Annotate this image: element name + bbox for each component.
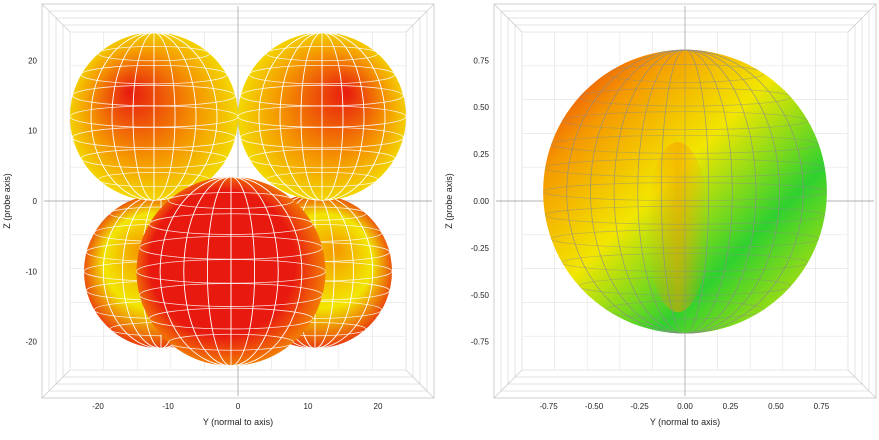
x-tick-label: 20 [374,402,383,411]
y-tick-label: 0.00 [473,197,489,206]
y-tick-label: -0.50 [471,291,490,300]
y-tick-label: 10 [28,127,37,136]
y-tick-label: -0.25 [471,244,490,253]
x-tick-label: 0.25 [723,402,739,411]
surface-mesh [70,32,406,366]
x-tick-label: -0.50 [585,402,604,411]
surface-blob [543,49,827,334]
chart-panel-left: -20 -10 0 10 20 20 10 0 -10 -20 Y (normal to axis)… [0,0,437,440]
tick-labels: -20 -10 0 10 20 20 10 0 -10 -20 [25,56,383,411]
y-tick-label: 20 [28,56,37,65]
y-tick-label: 0 [33,197,38,206]
surface-mesh [543,49,827,334]
lobe-upper-right [238,32,406,201]
x-tick-label: 10 [304,402,313,411]
surface-plot-right: -0.75 -0.50 -0.25 0.00 0.25 0.50 0.75 0.75 0.50 0… [444,3,877,427]
y-axis-title: Z (probe axis) [444,173,454,229]
y-tick-label: -10 [25,267,37,276]
x-axis-title: Y (normal to axis) [203,417,273,427]
x-tick-label: 0.50 [768,402,784,411]
x-tick-label: -0.75 [539,402,558,411]
x-tick-label: 0.75 [814,402,830,411]
tick-labels: -0.75 -0.50 -0.25 0.00 0.25 0.50 0.75 0.75 0.50 0… [471,56,830,411]
x-tick-label: -0.25 [630,402,649,411]
x-tick-label: 0.00 [677,402,693,411]
y-tick-label: 0.75 [473,56,489,65]
y-tick-label: 0.25 [473,150,489,159]
y-tick-label: -20 [25,338,37,347]
lobe-front-center [136,176,326,366]
lobe-upper-left [70,32,238,201]
y-tick-label: 0.50 [473,103,489,112]
surface-plot-left: -20 -10 0 10 20 20 10 0 -10 -20 Y (normal to axis)… [2,3,435,427]
x-tick-label: -20 [92,402,104,411]
x-axis-title: Y (normal to axis) [650,417,720,427]
x-tick-label: 0 [236,402,241,411]
chart-panel-right: -0.75 -0.50 -0.25 0.00 0.25 0.50 0.75 0.75 0.50 0… [442,0,879,440]
x-tick-label: -10 [162,402,174,411]
y-axis-title: Z (probe axis) [2,173,12,229]
y-tick-label: -0.75 [471,338,490,347]
